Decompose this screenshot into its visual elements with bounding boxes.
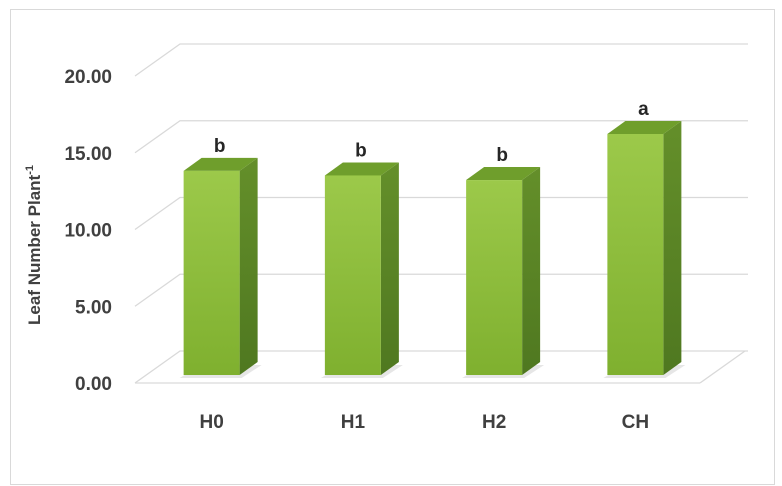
bar-side	[522, 167, 541, 375]
bar-side	[239, 157, 258, 375]
y-tick-label: 20.00	[64, 67, 112, 88]
x-tick-label: H2	[482, 412, 506, 433]
significance-label: b	[355, 140, 367, 161]
significance-label: b	[496, 145, 508, 166]
y-axis-label-superscript: -1	[24, 165, 36, 175]
bar-side	[663, 121, 682, 375]
gridline	[134, 273, 748, 307]
y-axis-label-text: Leaf Number Plant	[25, 174, 44, 325]
y-tick-label: 0.00	[75, 374, 112, 395]
bar-front	[466, 180, 523, 375]
bar-top	[466, 167, 541, 181]
bar	[603, 121, 686, 378]
floor-edge	[699, 350, 746, 384]
gridline	[134, 120, 748, 154]
bar-side	[380, 162, 399, 375]
significance-labels: b b b a	[214, 99, 649, 166]
y-tick-label: 10.00	[64, 221, 112, 242]
bar-top	[183, 157, 258, 171]
y-tick-label: 5.00	[75, 297, 112, 318]
significance-label: b	[214, 136, 226, 157]
bar-front	[607, 134, 664, 375]
gridline	[134, 196, 748, 231]
bar-top	[607, 121, 682, 135]
x-tick-label: H0	[199, 412, 223, 433]
gridline	[134, 43, 748, 77]
y-axis-label: Leaf Number Plant-1	[24, 165, 44, 325]
bar-top	[324, 162, 399, 176]
gridline	[134, 350, 748, 384]
bar-front	[324, 175, 381, 375]
x-axis-ticks: H0 H1 H2 CH	[199, 412, 649, 433]
bars	[179, 121, 686, 378]
bar	[320, 162, 403, 378]
x-tick-label: CH	[622, 412, 649, 433]
bar	[462, 167, 545, 378]
significance-label: a	[638, 99, 649, 120]
y-axis-ticks: 0.00 5.00 10.00 15.00 20.00	[64, 67, 112, 395]
bar-front	[183, 170, 240, 375]
x-tick-label: H1	[341, 412, 366, 433]
y-tick-label: 15.00	[64, 144, 112, 165]
gridlines	[134, 43, 748, 384]
bar	[179, 157, 262, 378]
